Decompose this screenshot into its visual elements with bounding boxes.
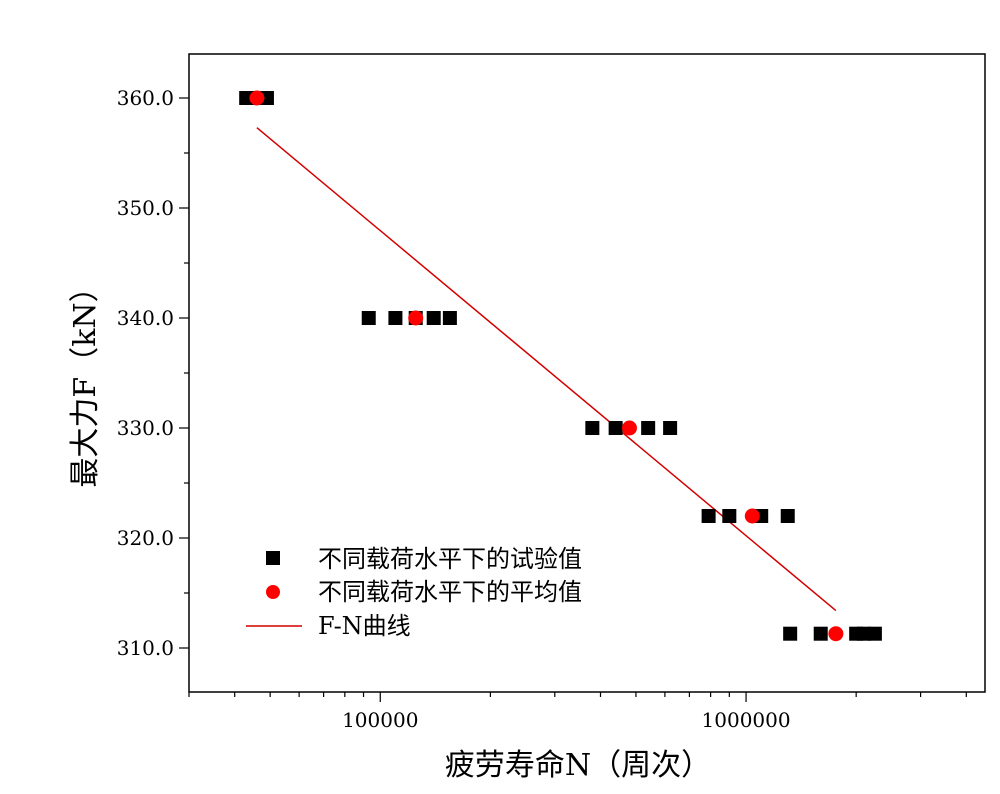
series-layer: [239, 90, 882, 642]
x-axis-title: 疲劳寿命N（周次）: [445, 748, 711, 783]
x-tick-label: 1000000: [702, 708, 791, 732]
y-axis-title: 最大力F（kN）: [68, 272, 103, 487]
y-tick-label: 320.0: [117, 526, 174, 550]
legend-marker-test-values: [266, 551, 280, 565]
test-value-point: [585, 421, 600, 435]
test-value-point: [663, 421, 678, 435]
y-tick-label: 360.0: [117, 86, 174, 110]
fn-curve-line: [256, 127, 837, 612]
test-value-point: [641, 421, 656, 435]
plot-frame: [188, 53, 986, 693]
legend-label-mean-values: 不同载荷水平下的平均值: [318, 578, 582, 606]
test-value-point: [239, 91, 254, 105]
mean-value-point: [408, 310, 424, 326]
plot-area-border: [188, 53, 986, 693]
test-value-point: [783, 626, 798, 641]
legend: 不同载荷水平下的试验值 不同载荷水平下的平均值 F-N曲线: [246, 545, 582, 640]
y-tick-label: 340.0: [117, 306, 174, 330]
mean-value-point: [744, 508, 760, 524]
y-axis-ticks: 310.0 320.0 330.0 340.0 350.0 360.0: [117, 86, 189, 660]
test-value-point: [608, 421, 623, 435]
legend-label-test-values: 不同载荷水平下的试验值: [318, 545, 582, 573]
test-value-point: [426, 311, 441, 325]
mean-value-point: [828, 626, 844, 642]
x-axis-ticks: 100000 1000000: [188, 692, 967, 732]
test-value-point: [701, 509, 716, 523]
y-tick-label: 330.0: [117, 416, 174, 440]
mean-value-point: [249, 90, 265, 106]
test-value-point: [780, 509, 795, 523]
y-tick-label: 310.0: [117, 636, 174, 660]
x-tick-label: 100000: [342, 708, 418, 732]
mean-value-point: [621, 420, 637, 436]
test-value-point: [867, 626, 882, 641]
y-tick-label: 350.0: [117, 196, 174, 220]
legend-marker-mean-values: [266, 585, 280, 599]
test-value-point: [856, 626, 871, 641]
test-value-point: [722, 509, 737, 523]
legend-label-fn-curve: F-N曲线: [318, 612, 411, 640]
test-value-point: [813, 626, 828, 641]
test-value-point: [361, 311, 376, 325]
test-value-point: [442, 311, 457, 325]
test-value-point: [388, 311, 403, 325]
